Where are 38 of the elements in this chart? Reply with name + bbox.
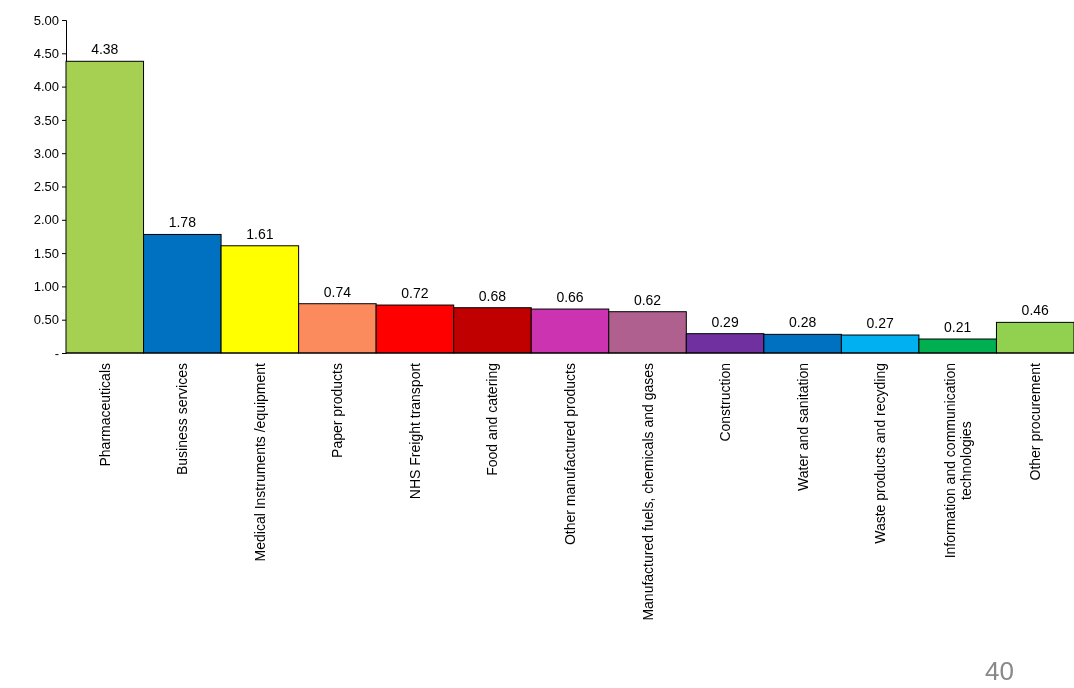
x-tick-label: Water and sanitation [794,363,811,491]
x-tick-label: Construction [717,363,734,442]
x-tick-label: Medical Instruments /equipment [251,362,268,562]
data-label: 0.68 [478,287,507,304]
y-tick-label: 5.00 [33,12,59,28]
data-label: 0.27 [866,315,894,332]
data-label: 0.74 [323,283,352,300]
data-label: 0.29 [711,313,739,330]
data-label: 4.38 [91,41,119,58]
y-tick-label: 1.00 [33,279,59,295]
y-tick-label: 4.00 [33,79,59,95]
x-tick-label: Waste products and recyding [872,363,889,544]
y-tick-label: - [54,345,59,361]
x-tick-label: Business services [174,363,191,476]
x-tick-label: Other procurement [1027,362,1044,481]
x-tick-label: Information and communication technologies [941,363,974,559]
text: 40 [985,656,1014,686]
y-tick-label: 2.00 [33,212,59,228]
x-tick-label: NHS Freight transport [406,362,423,500]
data-label: 0.28 [788,314,817,331]
y-tick-label: 4.50 [33,45,59,61]
data-label: 0.46 [1021,302,1050,319]
data-label: 0.66 [556,289,584,306]
y-tick-label: 2.50 [33,179,59,195]
x-tick-label: Pharmaceuticals [96,363,113,467]
y-tick-label: 1.50 [33,245,59,261]
x-tick-label: Food and catering [484,363,501,476]
data-label: 1.61 [246,225,274,242]
data-label: 1.78 [168,214,197,231]
x-tick-label: Manufactured fuels, chemicals and gases [639,363,656,621]
x-tick-label: Other manufactured products [562,363,578,546]
y-tick-label: 0.50 [33,312,59,328]
data-label: 0.21 [944,319,972,336]
y-tick-label: 3.50 [33,112,59,128]
y-tick-label: 3.00 [33,145,59,161]
data-label: 0.72 [401,285,429,302]
x-tick-label: Paper products [329,363,346,458]
data-label: 0.62 [633,291,662,308]
